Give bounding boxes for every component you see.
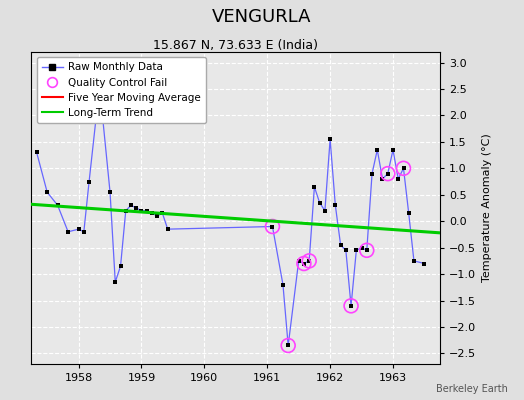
Point <box>384 170 392 177</box>
Point <box>326 136 334 142</box>
Point <box>294 258 303 264</box>
Point <box>153 213 161 219</box>
Point <box>357 244 366 251</box>
Point <box>143 208 151 214</box>
Point <box>336 242 345 248</box>
Point <box>80 228 88 235</box>
Point <box>279 282 287 288</box>
Point <box>95 83 104 90</box>
Text: Berkeley Earth: Berkeley Earth <box>436 384 508 394</box>
Point <box>137 208 146 214</box>
Title: 15.867 N, 73.633 E (India): 15.867 N, 73.633 E (India) <box>154 39 318 52</box>
Point <box>111 279 119 285</box>
Point <box>132 205 140 211</box>
Point <box>284 342 292 349</box>
Point <box>64 228 72 235</box>
Point <box>347 303 355 309</box>
Point <box>399 165 408 172</box>
Point <box>315 200 324 206</box>
Point <box>122 208 130 214</box>
Point <box>32 149 41 156</box>
Y-axis label: Temperature Anomaly (°C): Temperature Anomaly (°C) <box>482 134 492 282</box>
Point <box>399 165 408 172</box>
Point <box>389 147 397 153</box>
Point <box>321 208 329 214</box>
Point <box>43 189 51 195</box>
Point <box>284 342 292 349</box>
Point <box>163 226 172 232</box>
Legend: Raw Monthly Data, Quality Control Fail, Five Year Moving Average, Long-Term Tren: Raw Monthly Data, Quality Control Fail, … <box>37 57 206 123</box>
Point <box>305 258 313 264</box>
Point <box>410 258 418 264</box>
Point <box>300 260 308 267</box>
Point <box>74 226 83 232</box>
Point <box>331 202 340 208</box>
Text: VENGURLA: VENGURLA <box>212 8 312 26</box>
Point <box>342 247 350 254</box>
Point <box>420 260 429 267</box>
Point <box>158 210 167 216</box>
Point <box>363 247 371 254</box>
Point <box>127 202 135 208</box>
Point <box>148 210 156 216</box>
Point <box>300 260 308 267</box>
Point <box>305 258 313 264</box>
Point <box>310 184 319 190</box>
Point <box>352 247 361 254</box>
Point <box>106 189 114 195</box>
Point <box>378 176 387 182</box>
Point <box>268 223 277 230</box>
Point <box>384 170 392 177</box>
Point <box>394 176 402 182</box>
Point <box>268 223 277 230</box>
Point <box>116 263 125 269</box>
Point <box>405 210 413 216</box>
Point <box>347 303 355 309</box>
Point <box>368 170 376 177</box>
Point <box>373 147 381 153</box>
Point <box>363 247 371 254</box>
Point <box>53 202 62 208</box>
Point <box>85 178 93 185</box>
